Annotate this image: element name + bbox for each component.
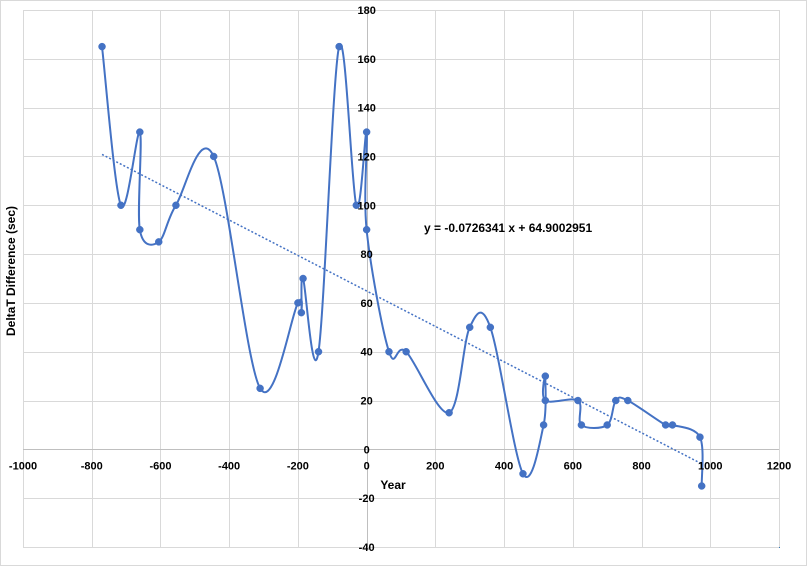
gridlines <box>23 10 780 548</box>
trendline-equation: y = -0.0726341 x + 64.9002951 <box>424 221 592 235</box>
data-point <box>486 323 495 332</box>
y-axis-title: DeltaT Difference (sec) <box>4 206 18 336</box>
series-group <box>98 42 706 490</box>
axes <box>23 10 779 547</box>
data-point <box>362 128 371 136</box>
x-tick-label: 800 <box>632 460 650 472</box>
data-point <box>603 421 611 429</box>
x-tick-label: 1200 <box>767 460 791 472</box>
data-point <box>98 42 106 51</box>
y-tick-label: -40 <box>359 542 375 554</box>
data-point <box>117 201 125 210</box>
y-tick-label: 20 <box>361 396 373 408</box>
data-point <box>697 482 706 490</box>
x-tick-label: 1000 <box>698 460 722 472</box>
trendline-group <box>101 153 703 465</box>
x-tick-label: 600 <box>564 460 582 472</box>
y-tick-label: 140 <box>357 103 375 115</box>
data-point <box>541 372 550 380</box>
data-point <box>335 42 343 51</box>
x-tick-label: 400 <box>495 460 513 472</box>
data-point <box>314 347 323 356</box>
data-point <box>352 201 361 210</box>
x-tick-label: -200 <box>287 460 309 472</box>
data-point <box>577 421 586 429</box>
x-tick-label: -600 <box>149 460 171 472</box>
x-tick-label: -400 <box>218 460 240 472</box>
data-point <box>445 409 453 417</box>
y-tick-label: 60 <box>361 298 373 310</box>
data-point <box>385 347 393 356</box>
y-tick-label: 180 <box>357 5 375 17</box>
y-tick-label: 40 <box>361 347 373 359</box>
x-tick-label: 0 <box>364 460 370 472</box>
data-point <box>696 433 704 441</box>
data-point <box>402 347 410 356</box>
y-tick-label: -20 <box>359 493 375 505</box>
data-point <box>136 128 144 136</box>
data-point <box>519 470 527 478</box>
x-tick-label: 200 <box>426 460 444 472</box>
data-point <box>574 396 582 405</box>
data-point <box>154 238 163 246</box>
data-point <box>668 421 677 429</box>
data-point <box>136 225 144 234</box>
series-line <box>101 43 704 487</box>
data-point <box>362 225 371 234</box>
data-point <box>256 384 264 393</box>
data-point <box>661 421 670 429</box>
data-point <box>539 421 548 429</box>
data-point <box>172 201 180 210</box>
data-point <box>465 323 474 332</box>
y-tick-label: 80 <box>361 249 373 261</box>
data-point <box>612 396 620 405</box>
x-axis-title: Year <box>380 478 406 492</box>
data-point <box>624 396 632 405</box>
plot-area-border <box>23 10 780 548</box>
data-point <box>541 396 550 405</box>
y-tick-label: 100 <box>357 200 375 212</box>
y-tick-label: 0 <box>364 444 370 456</box>
y-tick-label: 160 <box>357 54 375 66</box>
x-tick-label: -800 <box>81 460 103 472</box>
data-point <box>299 274 307 283</box>
data-point <box>209 152 218 161</box>
data-point <box>297 308 306 317</box>
y-tick-label: 120 <box>357 151 375 163</box>
data-point <box>294 299 302 307</box>
x-tick-label: -1000 <box>9 460 37 472</box>
linear-trendline <box>101 153 703 465</box>
